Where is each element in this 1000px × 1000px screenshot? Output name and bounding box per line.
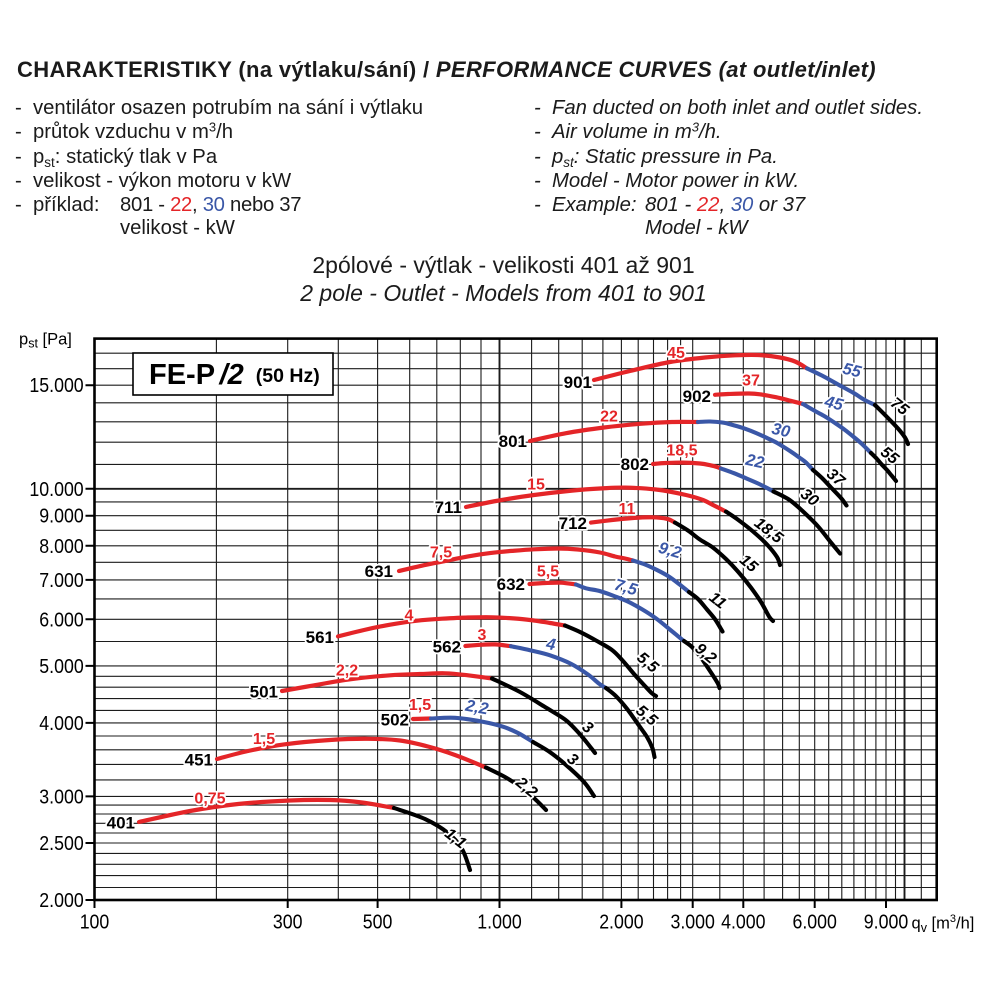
svg-text:5,5: 5,5: [537, 564, 559, 581]
svg-text:4.000: 4.000: [721, 911, 765, 933]
svg-text:1,5: 1,5: [409, 697, 431, 714]
svg-text:2.500: 2.500: [39, 833, 83, 855]
svg-text:401: 401: [107, 814, 135, 833]
svg-text:9,2: 9,2: [656, 539, 683, 563]
svg-text:902: 902: [683, 387, 711, 406]
svg-text:75: 75: [887, 395, 912, 420]
svg-text:711: 711: [435, 498, 462, 517]
svg-text:7,5: 7,5: [430, 545, 452, 562]
svg-text:5,5: 5,5: [632, 702, 661, 730]
svg-text:15: 15: [527, 477, 545, 494]
svg-text:801: 801: [499, 432, 527, 451]
svg-text:45: 45: [822, 392, 846, 414]
svg-text:5.000: 5.000: [39, 656, 83, 678]
svg-text:7,5: 7,5: [430, 545, 452, 562]
svg-text:501: 501: [250, 683, 278, 702]
svg-text:100: 100: [80, 911, 110, 933]
svg-text:631: 631: [365, 562, 393, 581]
svg-text:2,2: 2,2: [336, 663, 358, 680]
svg-text:FE-P /2(50 Hz): FE-P /2 (50 Hz): [149, 359, 320, 391]
svg-text:712: 712: [559, 514, 587, 533]
svg-text:502: 502: [381, 711, 409, 730]
svg-text:3.000: 3.000: [671, 911, 715, 933]
svg-text:7,5: 7,5: [612, 576, 640, 600]
svg-text:1,5: 1,5: [253, 731, 275, 748]
svg-text:2,2: 2,2: [463, 697, 490, 719]
svg-text:45: 45: [667, 345, 685, 362]
svg-text:8.000: 8.000: [39, 536, 83, 558]
svg-text:632: 632: [497, 575, 525, 594]
svg-text:9.000: 9.000: [39, 506, 83, 528]
svg-text:9.000: 9.000: [864, 911, 908, 933]
svg-text:qv [m3/h]: qv [m3/h]: [912, 913, 975, 935]
svg-text:55: 55: [841, 360, 864, 382]
svg-text:451: 451: [185, 751, 213, 770]
svg-text:6.000: 6.000: [793, 911, 837, 933]
svg-text:3: 3: [478, 627, 487, 644]
svg-text:1,5: 1,5: [409, 697, 431, 714]
svg-text:45: 45: [667, 345, 685, 362]
svg-text:11: 11: [619, 501, 636, 518]
svg-text:4: 4: [405, 608, 414, 625]
svg-text:15.000: 15.000: [29, 375, 83, 397]
svg-text:561: 561: [306, 628, 334, 647]
svg-text:801: 801: [499, 432, 527, 451]
svg-text:561: 561: [306, 628, 334, 647]
svg-text:2.000: 2.000: [39, 890, 83, 912]
svg-text:300: 300: [273, 911, 303, 933]
svg-text:902: 902: [683, 387, 711, 406]
svg-text:562: 562: [433, 638, 461, 657]
svg-text:9,2: 9,2: [691, 640, 719, 667]
svg-text:0,75: 0,75: [194, 791, 225, 808]
svg-text:5,5: 5,5: [537, 564, 559, 581]
svg-text:2.000: 2.000: [599, 911, 643, 933]
svg-text:7.000: 7.000: [39, 570, 83, 592]
svg-text:401: 401: [107, 814, 135, 833]
svg-text:632: 632: [497, 575, 525, 594]
svg-text:4: 4: [405, 608, 414, 625]
svg-text:6.000: 6.000: [39, 609, 83, 631]
svg-text:15: 15: [527, 477, 545, 494]
svg-text:22: 22: [743, 451, 766, 473]
svg-text:901: 901: [564, 373, 592, 392]
svg-text:11: 11: [619, 501, 636, 518]
svg-text:1,5: 1,5: [253, 731, 275, 748]
svg-text:501: 501: [250, 683, 278, 702]
svg-text:712: 712: [559, 514, 587, 533]
svg-text:451: 451: [185, 751, 213, 770]
svg-text:0,75: 0,75: [194, 791, 225, 808]
svg-text:37: 37: [742, 373, 760, 390]
svg-text:2,2: 2,2: [336, 663, 358, 680]
svg-text:3: 3: [478, 627, 487, 644]
svg-text:37: 37: [742, 373, 760, 390]
svg-text:502: 502: [381, 711, 409, 730]
svg-text:3.000: 3.000: [39, 786, 83, 808]
svg-text:1.000: 1.000: [477, 911, 521, 933]
svg-text:500: 500: [363, 911, 393, 933]
svg-text:30: 30: [770, 420, 792, 442]
svg-text:5,5: 5,5: [633, 649, 662, 677]
svg-text:711: 711: [435, 498, 462, 517]
svg-text:562: 562: [433, 638, 461, 657]
svg-text:pst [Pa]: pst [Pa]: [19, 331, 72, 351]
svg-text:802: 802: [621, 455, 649, 474]
svg-text:37: 37: [823, 466, 848, 491]
svg-text:18,5: 18,5: [666, 443, 697, 460]
svg-text:22: 22: [600, 409, 618, 426]
svg-text:4: 4: [544, 635, 557, 654]
svg-text:4.000: 4.000: [39, 713, 83, 735]
svg-text:18,5: 18,5: [666, 443, 697, 460]
svg-text:901: 901: [564, 373, 592, 392]
svg-text:10.000: 10.000: [29, 479, 83, 501]
svg-text:802: 802: [621, 455, 649, 474]
svg-text:22: 22: [600, 409, 618, 426]
svg-text:18,5: 18,5: [751, 515, 787, 548]
svg-text:631: 631: [365, 562, 393, 581]
